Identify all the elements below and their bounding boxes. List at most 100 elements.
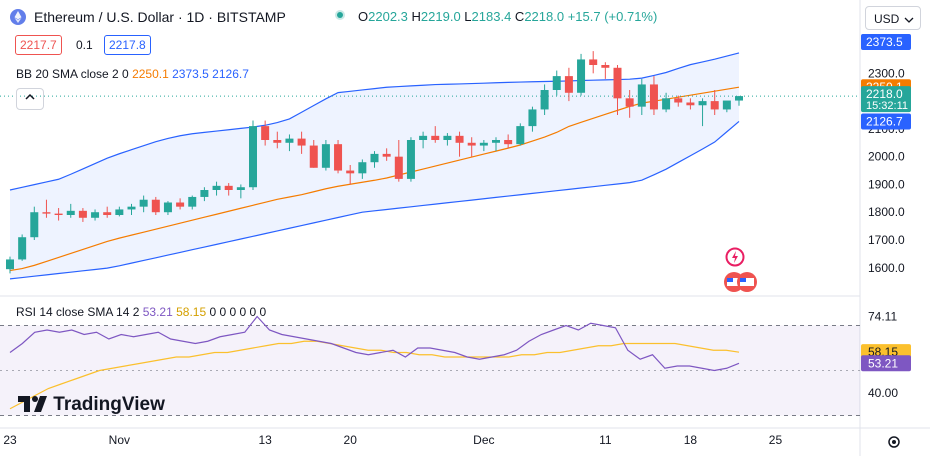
ethereum-icon	[10, 9, 26, 25]
candle-body	[710, 101, 719, 110]
candle-body	[18, 237, 27, 260]
candle-body	[176, 202, 185, 207]
candle-body	[564, 76, 573, 93]
symbol-title[interactable]: Ethereum / U.S. Dollar · 1D · BITSTAMP	[34, 9, 286, 25]
candle-body	[151, 199, 160, 213]
candle-body	[735, 96, 743, 101]
candle-body	[334, 144, 343, 171]
candle-body	[516, 126, 525, 145]
candle-body	[163, 202, 172, 213]
spread-value: 0.1	[76, 38, 93, 52]
us-economic-events-icon[interactable]	[723, 271, 759, 298]
chevron-down-icon	[904, 17, 914, 23]
candle-body	[540, 90, 549, 110]
time-tick-label: 20	[344, 433, 358, 447]
candle-body	[321, 144, 330, 168]
candle-body	[637, 84, 646, 107]
rsi-legend[interactable]: RSI 14 close SMA 14 2 53.21 58.15 0 0 0 …	[16, 305, 267, 319]
candle-body	[577, 59, 586, 93]
candle-body	[528, 109, 537, 127]
time-tick-label: 18	[684, 433, 698, 447]
candle-body	[419, 135, 428, 140]
sell-price[interactable]: 2217.7	[15, 35, 62, 55]
rsi-label-text: 53.21	[868, 356, 898, 370]
rsi-tick-label: 40.00	[868, 386, 898, 400]
price-label-text: 2218.0	[866, 87, 903, 101]
change-value: +15.7 (+0.71%)	[567, 9, 658, 24]
candle-body	[346, 170, 355, 174]
time-tick-label: 23	[3, 433, 17, 447]
rsi-sma-line	[9, 340, 740, 410]
candle-body	[139, 199, 148, 207]
candle-body	[479, 142, 488, 146]
candle-body	[613, 67, 622, 99]
event-lightning-icon[interactable]	[725, 247, 745, 272]
candle-body	[674, 98, 683, 103]
candle-body	[467, 142, 476, 146]
collapse-legend-button[interactable]	[16, 88, 44, 110]
candle-body	[6, 259, 14, 270]
price-tick-label: 1800.0	[868, 205, 905, 219]
price-tick-label: 1700.0	[868, 233, 905, 247]
candle-body	[686, 102, 695, 106]
candle-body	[443, 135, 452, 140]
buy-price[interactable]: 2217.8	[104, 35, 151, 55]
candle-body	[224, 185, 233, 190]
rsi-tick-label: 74.11	[868, 309, 897, 323]
candle-body	[115, 209, 124, 215]
candle-body	[406, 140, 415, 179]
candle-body	[662, 98, 671, 110]
price-label-text: 2126.7	[866, 114, 903, 128]
candle-body	[589, 59, 598, 65]
candle-body	[66, 210, 75, 215]
price-tick-label: 1900.0	[868, 177, 905, 191]
candle-body	[649, 84, 658, 110]
candle-body	[431, 135, 440, 140]
candle-body	[285, 138, 294, 143]
candle-body	[249, 126, 257, 188]
ohlc-readout: O2202.3 H2219.0 L2183.4 C2218.0 +15.7 (+…	[358, 9, 658, 24]
candle-body	[30, 212, 39, 238]
candle-body	[78, 210, 87, 218]
bb-legend[interactable]: BB 20 SMA close 2 0 2250.1 2373.5 2126.7	[16, 67, 249, 81]
tradingview-mark-icon	[18, 396, 47, 412]
time-tick-label: Dec	[473, 433, 494, 447]
time-tick-label: 11	[599, 433, 612, 447]
candle-body	[91, 212, 100, 218]
candle-body	[698, 101, 707, 106]
rsi-line	[9, 315, 740, 372]
candle-body	[625, 98, 634, 107]
tradingview-logo[interactable]: TradingView	[18, 394, 165, 416]
candle-body	[394, 156, 403, 179]
candle-body	[370, 153, 379, 163]
price-label-box	[861, 113, 911, 130]
candle-body	[103, 212, 112, 215]
time-tick-label: Nov	[109, 433, 130, 447]
price-tick-label: 1600.0	[868, 261, 905, 275]
settings-icon[interactable]	[886, 434, 902, 455]
candle-body	[382, 153, 391, 157]
price-label-box	[861, 86, 911, 113]
candle-body	[261, 126, 270, 140]
bb-lower-line	[9, 121, 740, 280]
chevron-up-icon	[25, 93, 35, 100]
candlestick-series	[6, 51, 743, 274]
time-tick-label: 13	[258, 433, 272, 447]
candle-body	[42, 212, 51, 214]
currency-select[interactable]: USD	[865, 6, 921, 30]
countdown-text: 15:32:11	[866, 100, 908, 112]
candle-body	[601, 65, 610, 68]
candle-body	[504, 140, 513, 145]
candle-body	[455, 135, 464, 143]
candle-body	[492, 140, 500, 143]
candle-body	[309, 145, 318, 168]
market-status-icon	[334, 9, 346, 24]
price-label-text: 2373.5	[866, 35, 903, 49]
candle-body	[358, 162, 367, 174]
candle-body	[54, 213, 63, 215]
candle-body	[236, 187, 245, 190]
price-label-box	[861, 34, 911, 50]
candle-body	[722, 100, 731, 110]
